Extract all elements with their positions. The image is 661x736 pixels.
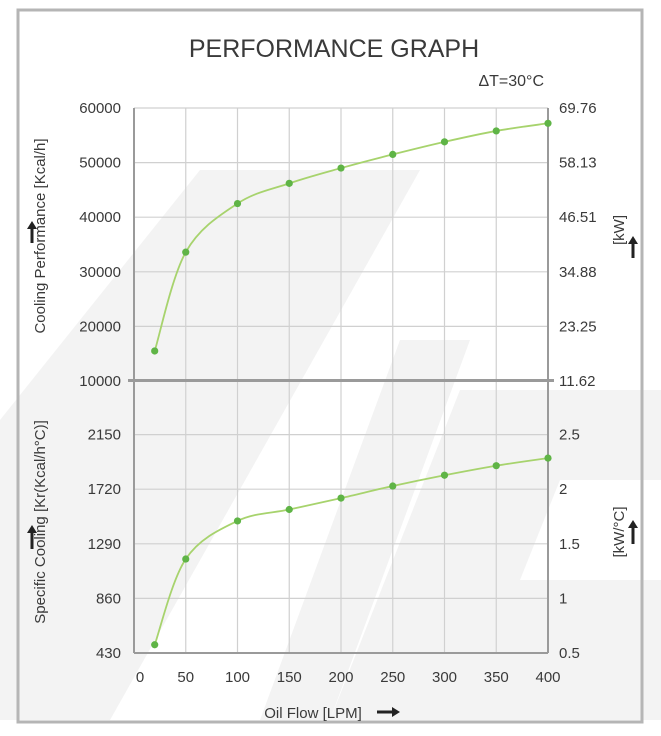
bottom-left-tick-labels: 430 860 1290 1720 2150 — [88, 427, 121, 662]
y-tick-label: 34.88 — [559, 264, 597, 281]
axes — [128, 108, 554, 654]
y-tick-label: 1.5 — [559, 536, 580, 553]
data-point — [440, 471, 449, 479]
x-tick-label: 0 — [136, 669, 144, 686]
data-point — [337, 164, 345, 172]
x-tick-label: 200 — [328, 669, 353, 686]
y-tick-label: 50000 — [79, 155, 121, 172]
watermark — [0, 170, 661, 720]
top-left-tick-labels: 10000 20000 30000 40000 50000 60000 — [79, 100, 121, 390]
y-tick-label: 23.25 — [559, 318, 597, 335]
up-arrow-icon — [628, 520, 638, 544]
data-point — [285, 505, 293, 514]
bottom-left-axis-label: Specific Cooling [Kr(Kcal/h°C)] — [32, 420, 49, 624]
y-tick-label: 1720 — [88, 481, 121, 498]
x-tick-label: 150 — [277, 669, 302, 686]
y-tick-label: 860 — [96, 590, 121, 607]
data-point — [182, 555, 190, 563]
cooling-performance-series — [151, 119, 552, 355]
data-point — [285, 179, 293, 187]
data-point — [151, 641, 159, 649]
y-tick-label: 0.5 — [559, 645, 580, 662]
x-axis-label: Oil Flow [LPM] — [264, 705, 362, 722]
y-tick-label: 20000 — [79, 318, 121, 335]
chart-border — [16, 8, 644, 724]
top-right-axis-label: [kW] — [611, 215, 628, 245]
top-right-tick-labels: 11.62 23.25 34.88 46.51 58.13 69.76 — [559, 100, 597, 390]
top-left-axis-label: Cooling Performance [Kcal/h] — [32, 138, 49, 333]
chart-subtitle: ΔT=30°C — [478, 73, 544, 90]
data-point — [492, 462, 500, 470]
data-point — [233, 199, 242, 208]
specific-cooling-series — [151, 454, 552, 649]
x-tick-label: 300 — [432, 669, 457, 686]
y-tick-label: 2 — [559, 481, 567, 498]
y-tick-label: 10000 — [79, 373, 121, 390]
data-point — [389, 150, 397, 159]
x-tick-label: 100 — [225, 669, 250, 686]
data-point — [544, 119, 552, 127]
up-arrow-icon — [27, 221, 37, 243]
y-tick-label: 60000 — [79, 100, 121, 117]
data-point — [182, 248, 190, 256]
right-arrow-icon — [377, 707, 400, 717]
y-tick-label: 1290 — [88, 536, 121, 553]
data-point — [492, 127, 500, 135]
chart-title: PERFORMANCE GRAPH — [189, 35, 479, 63]
x-tick-label: 50 — [177, 669, 194, 686]
bottom-right-tick-labels: 0.5 1 1.5 2 2.5 — [559, 427, 580, 662]
y-tick-label: 430 — [96, 645, 121, 662]
y-tick-label: 40000 — [79, 209, 121, 226]
data-point — [440, 138, 449, 146]
data-point — [151, 347, 159, 355]
y-tick-label: 46.51 — [559, 209, 597, 226]
data-point — [337, 494, 345, 502]
data-point — [389, 482, 397, 490]
y-tick-label: 11.62 — [559, 373, 595, 390]
x-tick-labels: 0 50 100 150 200 250 300 350 400 — [136, 669, 561, 686]
y-tick-label: 2150 — [88, 427, 121, 444]
y-tick-label: 30000 — [79, 264, 121, 281]
y-tick-label: 2.5 — [559, 427, 580, 444]
data-point — [544, 454, 552, 462]
up-arrow-icon — [628, 236, 638, 258]
y-tick-label: 58.13 — [559, 155, 597, 172]
x-tick-label: 350 — [484, 669, 509, 686]
bottom-right-axis-label: [kW/°C] — [611, 507, 628, 558]
x-tick-label: 400 — [535, 669, 560, 686]
data-point — [233, 517, 242, 525]
y-tick-label: 69.76 — [559, 100, 597, 117]
up-arrow-icon — [27, 525, 37, 549]
x-tick-label: 250 — [380, 669, 405, 686]
y-tick-label: 1 — [559, 590, 567, 607]
